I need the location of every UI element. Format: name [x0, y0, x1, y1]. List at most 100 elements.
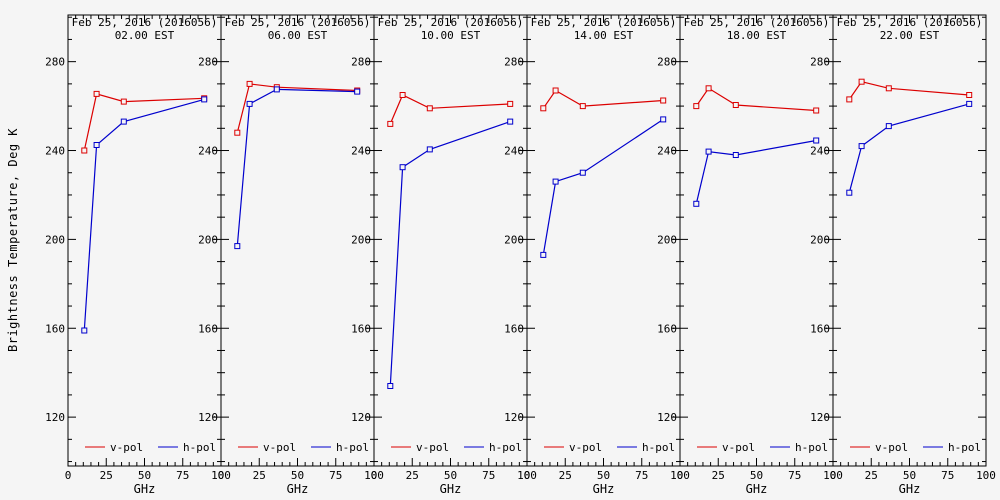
x-tick-label: 100 [517, 469, 537, 482]
x-tick-label: 25 [253, 469, 266, 482]
x-tick-label: 0 [371, 469, 378, 482]
vpol-line [848, 81, 970, 100]
y-tick-label: 240 [810, 145, 830, 158]
data-point-marker [693, 103, 700, 110]
x-tick-label: 50 [903, 469, 916, 482]
x-tick-label: 50 [138, 469, 151, 482]
x-tick-label: 100 [211, 469, 231, 482]
data-point-marker [387, 383, 394, 389]
data-point-marker [693, 200, 700, 207]
data-point-marker [234, 243, 241, 250]
x-tick-label: 75 [788, 469, 801, 482]
panel-1800: 120 160 200 240 280 0 25 50 75 100 GHz Feb 25, 2016… [657, 14, 843, 496]
data-point-marker [813, 137, 820, 144]
legend-vpol-label: v-pol [263, 441, 296, 454]
x-tick-label: 25 [559, 469, 572, 482]
data-point-marker [966, 92, 973, 98]
data-point-marker [966, 100, 973, 107]
data-point-marker [858, 143, 865, 150]
data-point-marker [552, 87, 559, 94]
panel-title: Feb 25, 2016 (2016056) [72, 16, 218, 29]
data-point-marker [426, 146, 433, 153]
hpol-line [695, 139, 817, 204]
x-tick-label: 0 [524, 469, 531, 482]
data-point-marker [399, 164, 406, 171]
data-point-marker [93, 90, 100, 97]
y-tick-label: 120 [657, 411, 677, 424]
legend-hpol-label: h-pol [795, 441, 828, 454]
data-point-marker [426, 105, 433, 112]
x-axis-title: GHz [593, 482, 615, 496]
y-tick-label: 200 [198, 233, 218, 246]
panel-title: Feb 25, 2016 (2016056) [378, 16, 524, 29]
y-tick-label: 120 [45, 411, 65, 424]
data-point-marker [81, 147, 88, 154]
legend-vpol-label: v-pol [569, 441, 602, 454]
data-point-marker [120, 118, 127, 125]
y-tick-label: 280 [198, 56, 218, 69]
x-tick-label: 50 [597, 469, 610, 482]
data-point-marker [354, 88, 361, 95]
x-tick-label: 100 [976, 469, 996, 482]
data-point-marker [246, 80, 253, 87]
y-tick-label: 200 [657, 233, 677, 246]
x-tick-label: 75 [635, 469, 648, 482]
panel-title: Feb 25, 2016 (2016056) [225, 16, 371, 29]
legend-hpol-label: h-pol [336, 441, 369, 454]
legend-hpol-label: h-pol [642, 441, 675, 454]
data-point-marker [540, 251, 547, 258]
x-tick-label: 0 [218, 469, 225, 482]
data-point-marker [540, 105, 547, 112]
panel-0200: 120 160 200 240 280 0 25 50 75 100 GHz Feb 25, 2016… [45, 14, 231, 496]
x-tick-label: 25 [712, 469, 725, 482]
y-tick-label: 280 [810, 56, 830, 69]
legend-hpol-label: h-pol [948, 441, 981, 454]
y-tick-label: 240 [45, 145, 65, 158]
y-tick-label: 280 [657, 56, 677, 69]
y-tick-label: 120 [198, 411, 218, 424]
data-point-marker [399, 92, 406, 98]
x-tick-label: 25 [406, 469, 419, 482]
x-axis-title: GHz [287, 482, 309, 496]
panel-title: Feb 25, 2016 (2016056) [531, 16, 677, 29]
x-tick-label: 100 [670, 469, 690, 482]
panel-title: Feb 25, 2016 (2016056) [837, 16, 983, 29]
data-point-marker [732, 102, 739, 108]
panel-subtitle: 22.00 EST [880, 29, 940, 42]
vpol-line [695, 87, 817, 112]
y-tick-label: 120 [504, 411, 524, 424]
panel-2200: 120 160 200 240 280 0 25 50 75 100 GHz Feb 25, 2016… [810, 14, 996, 496]
panel-border [832, 14, 987, 467]
x-tick-label: 50 [291, 469, 304, 482]
x-axis-title: GHz [134, 482, 156, 496]
data-point-marker [885, 123, 892, 130]
data-point-marker [813, 107, 820, 114]
legend-vpol-label: v-pol [110, 441, 143, 454]
x-tick-label: 50 [444, 469, 457, 482]
x-tick-label: 75 [941, 469, 954, 482]
x-tick-label: 0 [830, 469, 837, 482]
y-tick-label: 200 [351, 233, 371, 246]
x-tick-label: 75 [482, 469, 495, 482]
data-point-marker [705, 85, 712, 92]
y-tick-label: 160 [198, 322, 218, 335]
y-tick-label: 280 [351, 56, 371, 69]
y-tick-label: 280 [45, 56, 65, 69]
data-point-marker [660, 97, 667, 104]
legend-hpol-label: h-pol [489, 441, 522, 454]
data-point-marker [507, 100, 514, 107]
panel-subtitle: 06.00 EST [268, 29, 328, 42]
y-tick-label: 160 [45, 322, 65, 335]
data-point-marker [387, 120, 394, 127]
data-point-marker [234, 129, 241, 136]
data-point-marker [120, 98, 127, 105]
x-tick-label: 100 [823, 469, 843, 482]
panel-subtitle: 02.00 EST [115, 29, 175, 42]
hpol-line [542, 118, 664, 255]
legend-vpol-label: v-pol [722, 441, 755, 454]
x-tick-label: 0 [65, 469, 72, 482]
data-point-marker [705, 148, 712, 155]
panel-0600: 120 160 200 240 280 0 25 50 75 100 GHz Feb 25, 2016… [198, 14, 384, 496]
x-tick-label: 100 [364, 469, 384, 482]
